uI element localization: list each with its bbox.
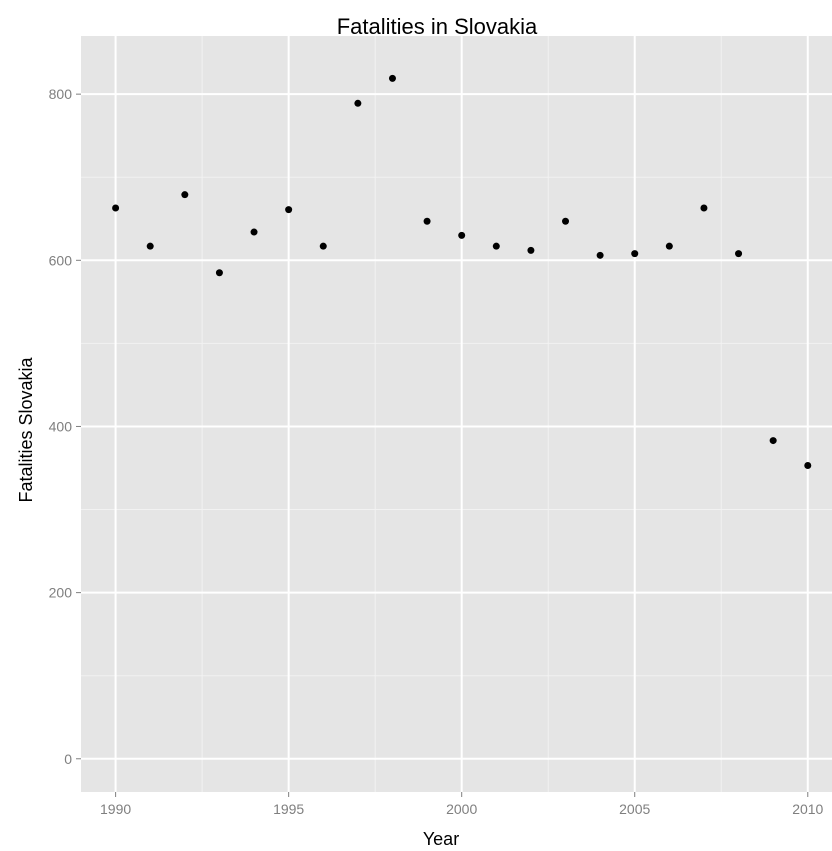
data-point — [527, 246, 535, 254]
y-tick-label: 600 — [49, 252, 73, 268]
data-point — [181, 191, 189, 199]
data-point — [596, 251, 604, 259]
y-tick-label: 200 — [49, 585, 73, 601]
data-point — [631, 250, 639, 258]
data-point — [423, 217, 431, 225]
data-point — [319, 242, 327, 250]
data-point — [354, 99, 362, 107]
data-point — [285, 206, 293, 214]
x-axis-title: Year — [423, 829, 459, 849]
data-point — [388, 74, 396, 82]
grid-lines — [81, 36, 832, 792]
data-point — [458, 231, 466, 239]
chart-title: Fatalities in Slovakia — [337, 14, 538, 39]
data-point — [769, 437, 777, 445]
x-tick-label: 2010 — [792, 801, 823, 817]
y-tick-label: 800 — [49, 86, 73, 102]
data-point — [665, 242, 673, 250]
tick-marks — [76, 93, 809, 797]
data-point — [250, 228, 258, 236]
x-tick-label: 1990 — [100, 801, 131, 817]
y-tick-label: 400 — [49, 418, 73, 434]
tick-labels: 1990 1995 2000 2005 2010 0 200 400 600 800 — [49, 86, 824, 817]
data-point — [112, 204, 120, 212]
x-tick-label: 2000 — [446, 801, 477, 817]
data-point — [215, 269, 223, 277]
data-point — [146, 242, 154, 250]
x-tick-label: 1995 — [273, 801, 304, 817]
y-axis-title: Fatalities Slovakia — [16, 356, 36, 502]
data-point — [492, 242, 500, 250]
x-tick-label: 2005 — [619, 801, 650, 817]
data-point — [735, 250, 743, 258]
data-point — [804, 462, 812, 470]
data-point — [700, 204, 708, 212]
plot-panel — [81, 36, 832, 792]
data-points — [112, 74, 812, 470]
y-tick-label: 0 — [64, 751, 72, 767]
data-point — [562, 217, 570, 225]
